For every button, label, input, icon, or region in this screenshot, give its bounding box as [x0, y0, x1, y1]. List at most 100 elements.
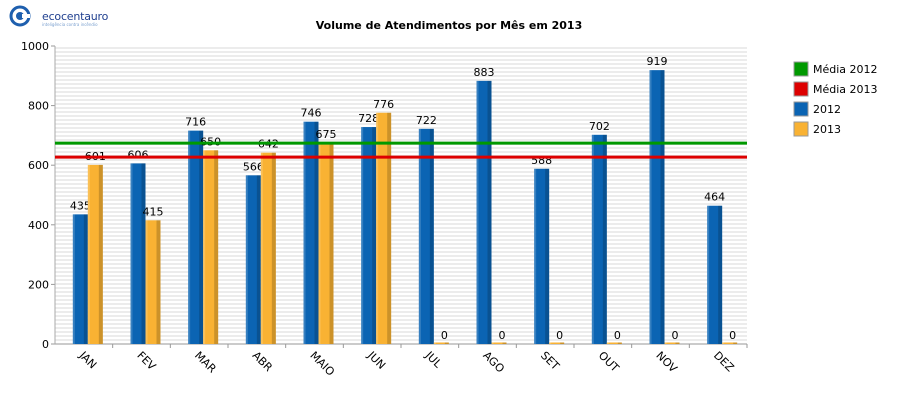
bar-highlight: [722, 342, 725, 344]
data-label: 0: [729, 329, 736, 342]
grid-stripe: [55, 123, 747, 125]
bar: [72, 214, 88, 344]
bar-shade: [98, 164, 103, 344]
bar-2012-FEV: [130, 163, 146, 344]
bar: [722, 342, 738, 344]
bar: [649, 70, 665, 344]
bar: [361, 127, 377, 344]
bar: [188, 130, 204, 344]
grid-stripe: [55, 191, 747, 193]
grid-stripe: [55, 171, 747, 173]
bar-highlight: [664, 342, 667, 344]
data-label: 0: [672, 329, 679, 342]
bar-shade: [617, 342, 622, 344]
bar-shade: [256, 175, 261, 344]
bar: [376, 112, 392, 344]
data-label: 722: [416, 114, 437, 127]
x-tick-label: JUL: [422, 348, 445, 371]
legend-label: Média 2012: [813, 63, 878, 76]
grid-stripe: [55, 323, 747, 325]
bar-shade: [545, 168, 550, 344]
bar-highlight: [203, 150, 206, 344]
data-label: 435: [70, 199, 91, 212]
bar-highlight: [707, 205, 710, 344]
legend-item: 2012: [793, 101, 841, 117]
bar-2012-SET: [534, 168, 550, 344]
grid-stripe: [55, 223, 747, 225]
data-label: 0: [441, 329, 448, 342]
data-label: 776: [373, 98, 394, 111]
grid-stripe: [55, 231, 747, 233]
bar-shade: [199, 130, 204, 344]
grid-stripe: [55, 135, 747, 137]
bar-shade: [271, 152, 276, 344]
grid-stripe: [55, 215, 747, 217]
bar: [591, 134, 607, 344]
x-tick-label: JAN: [76, 348, 99, 371]
grid-stripe: [55, 251, 747, 253]
grid-stripe: [55, 207, 747, 209]
bar-highlight: [606, 342, 609, 344]
brand-name: ecocentauro: [42, 10, 109, 23]
bar-shade: [733, 342, 738, 344]
grid-stripe: [55, 83, 747, 85]
legend-swatch: [793, 121, 809, 137]
bar: [549, 342, 565, 344]
x-tick-label: ABR: [250, 349, 276, 375]
bar-highlight: [549, 342, 552, 344]
bar-2012-MAR: [188, 130, 204, 344]
bar-2013-SET: [549, 342, 565, 344]
grid-stripe: [55, 259, 747, 261]
grid-stripe: [55, 331, 747, 333]
grid-stripe: [55, 59, 747, 61]
bar: [130, 163, 146, 344]
bar-2013-DEZ: [722, 342, 738, 344]
x-tick-label: FEV: [134, 349, 158, 373]
grid-stripe: [55, 295, 747, 297]
bar: [145, 220, 161, 344]
bar: [476, 80, 492, 344]
grid-stripe: [55, 63, 747, 65]
bar-highlight: [361, 127, 364, 344]
legend-label: 2012: [813, 103, 841, 116]
data-label: 0: [499, 329, 506, 342]
bar-shade: [156, 220, 161, 344]
y-tick-label: 1000: [21, 40, 49, 53]
bar: [303, 121, 319, 344]
y-tick-label: 800: [28, 100, 49, 113]
grid-stripe: [55, 291, 747, 293]
grid-stripe: [55, 91, 747, 93]
grid-stripe: [55, 227, 747, 229]
grid-stripe: [55, 139, 747, 141]
grid-stripe: [55, 75, 747, 77]
bar: [87, 164, 103, 344]
grid-stripe: [55, 107, 747, 109]
x-tick-label: SET: [538, 349, 562, 373]
data-label: 464: [704, 191, 725, 204]
x-tick-label: OUT: [596, 349, 622, 375]
bar-highlight: [260, 152, 263, 344]
grid-stripe: [55, 327, 747, 329]
y-tick-label: 0: [42, 338, 49, 351]
bar-2013-FEV: [145, 220, 161, 344]
grid-stripe: [55, 267, 747, 269]
data-label: 675: [316, 128, 337, 141]
grid-stripe: [55, 115, 747, 117]
grid-stripe: [55, 119, 747, 121]
data-label: 415: [143, 205, 164, 218]
bar-shade: [502, 342, 507, 344]
bar: [664, 342, 680, 344]
legend-item: 2013: [793, 121, 841, 137]
bar: [491, 342, 507, 344]
bar-2013-NOV: [664, 342, 680, 344]
grid-stripe: [55, 95, 747, 97]
grid-stripe: [55, 271, 747, 273]
bar-2013-ABR: [260, 152, 276, 344]
grid-stripe: [55, 55, 747, 57]
grid-stripe: [55, 147, 747, 149]
grid-stripe: [55, 71, 747, 73]
grid-stripe: [55, 99, 747, 101]
grid-stripe: [55, 103, 747, 105]
grid-stripe: [55, 311, 747, 313]
bar-2013-JAN: [87, 164, 103, 344]
